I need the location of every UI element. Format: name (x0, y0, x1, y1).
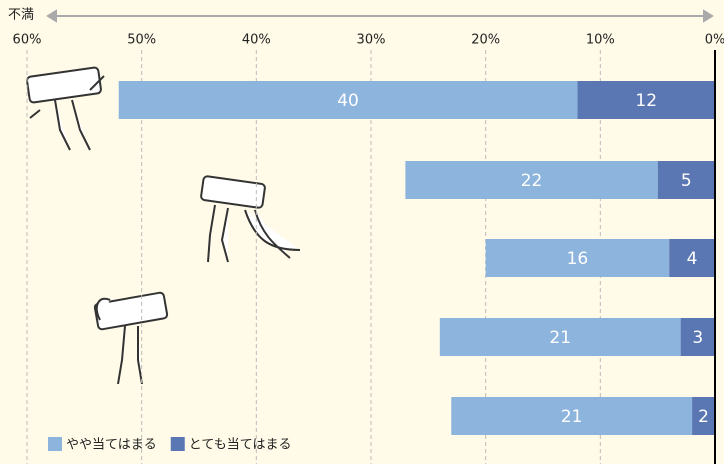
bar-label: 21 (561, 407, 583, 427)
bar-label: 3 (692, 328, 703, 348)
bar (680, 318, 715, 356)
legend-swatch (48, 437, 62, 451)
bar-label: 2 (698, 407, 709, 427)
bar (405, 161, 658, 199)
legend-label: やや当てはまる (66, 438, 157, 453)
x-tick-label: 50% (127, 33, 156, 48)
bar-label: 40 (337, 91, 359, 111)
bar (118, 81, 578, 119)
x-tick-label: 10% (586, 33, 615, 48)
bar (669, 239, 715, 277)
bar-label: 22 (521, 171, 543, 191)
bar (692, 397, 715, 435)
bar-label: 21 (549, 328, 571, 348)
bar-label: 12 (635, 91, 657, 111)
bar (485, 239, 670, 277)
bar (657, 161, 715, 199)
bar (439, 318, 681, 356)
bar-label: 16 (567, 249, 589, 269)
x-tick-label: 60% (13, 33, 42, 48)
bar-label: 4 (687, 249, 698, 269)
illustration (26, 66, 301, 385)
legend-swatch (170, 437, 185, 451)
bar (577, 81, 715, 119)
legend-label: とても当てはまる (189, 438, 292, 453)
x-tick-label: 0% (705, 33, 724, 48)
x-tick-label: 40% (242, 33, 271, 48)
bar (451, 397, 693, 435)
x-tick-label: 20% (471, 33, 500, 48)
direction-arrow (46, 9, 714, 23)
chart-title: 不満 (8, 8, 34, 23)
x-tick-label: 30% (357, 33, 386, 48)
bar-label: 5 (681, 171, 692, 191)
